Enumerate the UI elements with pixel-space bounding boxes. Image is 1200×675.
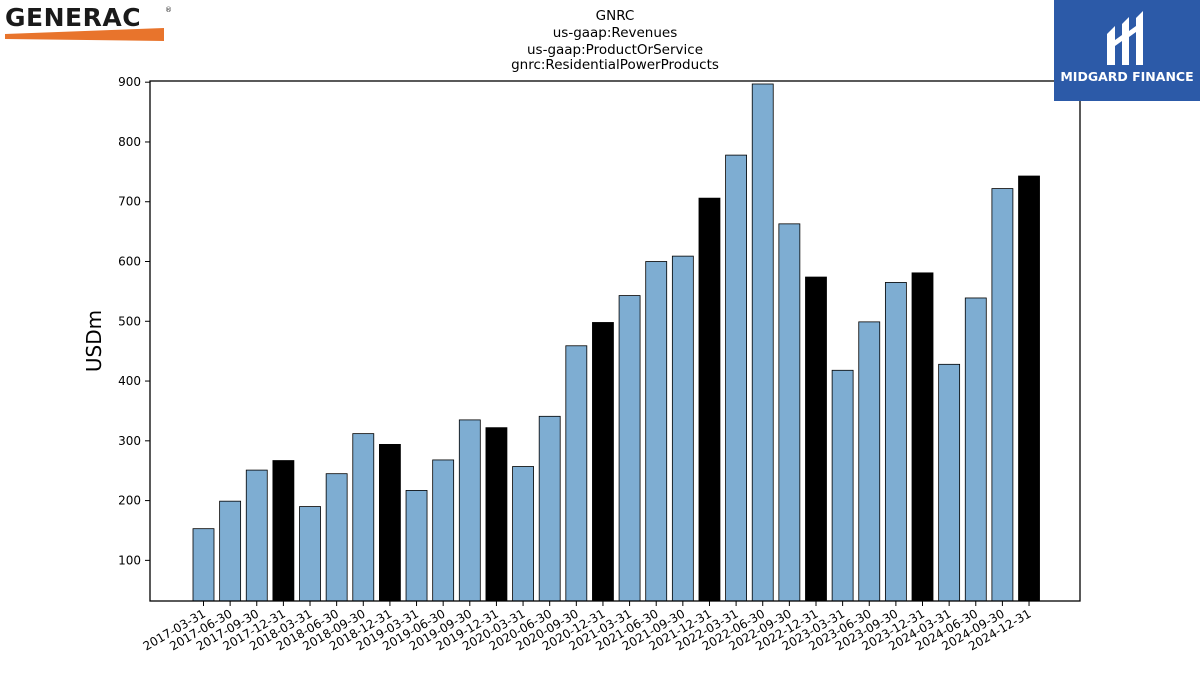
bar-2023-03-31 xyxy=(831,369,854,602)
bar-2024-06-30 xyxy=(964,297,987,602)
bar-2021-06-30 xyxy=(645,261,668,602)
y-tick-label-900: 900 xyxy=(118,75,141,89)
midgard-finance-logo: MIDGARD FINANCE xyxy=(1054,0,1200,101)
midgard-emblem-icon xyxy=(1107,11,1143,65)
bar-2020-12-31 xyxy=(592,322,614,602)
bar-2019-12-31 xyxy=(485,427,508,602)
bar-2019-03-31 xyxy=(405,490,428,602)
bar-2018-12-31 xyxy=(379,443,401,602)
bar-2023-09-30 xyxy=(884,282,907,602)
generac-logo: GENERAC ® xyxy=(5,4,172,41)
bar-2021-09-30 xyxy=(671,255,694,602)
bar-2024-03-31 xyxy=(938,363,961,602)
bar-2019-06-30 xyxy=(432,459,455,602)
bar-2024-12-31 xyxy=(1018,175,1040,602)
y-tick-label-700: 700 xyxy=(118,195,141,209)
bar-2022-12-31 xyxy=(805,276,827,602)
bar-2021-12-31 xyxy=(698,197,721,602)
bar-2017-03-31 xyxy=(192,528,215,602)
bar-2018-09-30 xyxy=(352,433,375,602)
bar-2022-09-30 xyxy=(778,223,801,602)
bar-2018-06-30 xyxy=(325,473,348,602)
y-tick-label-600: 600 xyxy=(118,255,141,269)
bar-2023-12-31 xyxy=(911,272,934,602)
y-tick-label-100: 100 xyxy=(118,553,141,567)
title-line-2: us-gaap:Revenues xyxy=(553,25,678,41)
bar-2020-06-30 xyxy=(538,415,561,602)
bar-2020-03-31 xyxy=(512,466,534,602)
bar-2021-03-31 xyxy=(618,295,641,602)
plot-frame xyxy=(149,80,1081,602)
generac-logo-text: GENERAC xyxy=(5,4,141,32)
bar-2019-09-30 xyxy=(458,419,481,602)
title-line-1: GNRC xyxy=(596,8,635,24)
bar-2022-03-31 xyxy=(725,154,747,602)
plot-area: 1002003004005006007008009002017-03-31201… xyxy=(118,75,1081,653)
title-line-4: gnrc:ResidentialPowerProducts xyxy=(511,57,719,73)
y-tick-label-400: 400 xyxy=(118,374,141,388)
y-tick-label-500: 500 xyxy=(118,314,141,328)
bar-2017-09-30 xyxy=(245,469,268,602)
title-line-3: us-gaap:ProductOrService xyxy=(527,42,703,58)
bar-2022-06-30 xyxy=(751,83,774,602)
midgard-finance-label: MIDGARD FINANCE xyxy=(1060,69,1194,84)
bar-2017-12-31 xyxy=(272,460,295,602)
generac-logo-mark: ® xyxy=(165,6,172,14)
y-tick-label-200: 200 xyxy=(118,494,141,508)
chart-title: GNRC us-gaap:Revenues us-gaap:ProductOrS… xyxy=(511,8,719,73)
y-axis-label: USDm xyxy=(82,310,106,372)
y-tick-label-300: 300 xyxy=(118,434,141,448)
bar-2024-09-30 xyxy=(991,188,1014,602)
y-tick-label-800: 800 xyxy=(118,135,141,149)
generac-logo-swoosh xyxy=(5,28,164,41)
bar-2018-03-31 xyxy=(299,506,321,602)
bar-2020-09-30 xyxy=(565,345,588,602)
bar-2023-06-30 xyxy=(858,321,881,602)
bar-2017-06-30 xyxy=(219,500,242,602)
